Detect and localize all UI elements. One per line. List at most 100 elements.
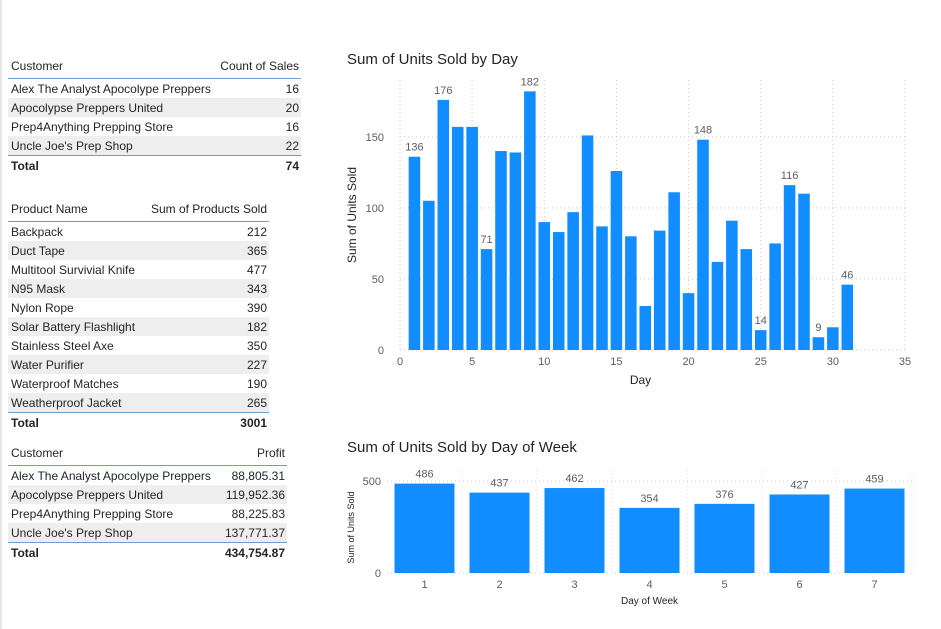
table-cell-value: 137,771.37 [219, 523, 287, 543]
table-cell-value: 190 [246, 376, 267, 391]
bar-day-31[interactable] [841, 284, 854, 350]
table-cell-value: 265 [141, 393, 269, 413]
x-tick-label: 35 [899, 356, 911, 368]
table-cell-value: 227 [141, 355, 269, 374]
data-label: 9 [815, 322, 821, 334]
bar-day-13[interactable] [581, 135, 594, 350]
data-label: 176 [434, 85, 452, 97]
bar-day-16[interactable] [625, 236, 637, 350]
table-row[interactable]: Duct Tape 365 [8, 241, 269, 260]
bar-day-of-week-6[interactable] [769, 494, 830, 573]
bar-day-of-week-4[interactable] [619, 507, 680, 573]
bar-day-6[interactable] [480, 249, 493, 350]
data-label: 71 [480, 234, 492, 246]
bar-day-1[interactable] [408, 156, 421, 350]
table-cell-value: 365 [141, 241, 269, 260]
table-cell-value: 350 [246, 338, 267, 353]
column-header-sum-of-products-sold[interactable]: Sum of Products Sold [141, 197, 269, 222]
table-row[interactable]: Uncle Joe's Prep Shop 137,771.37 [8, 523, 287, 543]
bar-day-of-week-3[interactable] [544, 488, 605, 573]
table-cell-value: 20 [215, 98, 301, 117]
bar-day-25[interactable] [754, 330, 767, 350]
table-cell-label: Water Purifier [8, 355, 142, 374]
canvas-left-border [0, 0, 2, 629]
table-row[interactable]: Nylon Rope 390 [8, 298, 269, 317]
bar-day-28[interactable] [798, 193, 810, 350]
table-cell-label: Duct Tape [8, 241, 142, 260]
data-label: 136 [405, 142, 423, 154]
table-cell-label: Alex The Analyst Apocolype Preppers [11, 81, 211, 96]
x-tick-label: 2 [496, 579, 502, 591]
table-row[interactable]: Apocolypse Preppers United 20 [8, 98, 301, 117]
table-row[interactable]: Stainless Steel Axe 350 [8, 336, 269, 355]
table-cell-label: Stainless Steel Axe [11, 338, 114, 353]
data-label: 462 [565, 473, 583, 485]
column-header-customer[interactable]: Customer [8, 441, 220, 466]
x-tick-label: 25 [755, 356, 767, 368]
table-cell-value: 119,952.36 [219, 485, 287, 504]
table-row[interactable]: N95 Mask 343 [8, 279, 269, 298]
table-cell-label: Nylon Rope [11, 300, 74, 315]
table-row[interactable]: Waterproof Matches 190 [8, 374, 269, 393]
bar-day-5[interactable] [466, 126, 478, 350]
y-tick-label: 0 [378, 345, 384, 357]
bar-day-14[interactable] [596, 226, 608, 350]
x-tick-label: 5 [721, 579, 727, 591]
table-row[interactable]: Weatherproof Jacket 265 [8, 393, 269, 413]
table-cell-label: Multitool Survivial Knife [11, 262, 136, 277]
bar-day-21[interactable] [697, 139, 709, 350]
data-label: 148 [694, 125, 712, 137]
column-header-count-of-sales[interactable]: Count of Sales [215, 54, 301, 79]
x-tick-label: 1 [421, 579, 427, 591]
bar-day-18[interactable] [653, 230, 666, 350]
chart-title-units-by-day-of-week: Sum of Units Sold by Day of Week [347, 439, 577, 456]
data-label: 459 [865, 474, 883, 486]
bar-day-9[interactable] [524, 91, 536, 351]
table-row[interactable]: Prep4Anything Prepping Store 88,225.83 [8, 504, 287, 523]
bar-day-12[interactable] [567, 212, 579, 350]
table-row[interactable]: Backpack 212 [8, 222, 269, 242]
table-row[interactable]: Alex The Analyst Apocolype Preppers 16 [8, 79, 301, 99]
table-row[interactable]: Water Purifier 227 [8, 355, 269, 374]
bar-day-24[interactable] [740, 249, 753, 350]
bar-day-of-week-7[interactable] [844, 488, 905, 573]
bar-day-7[interactable] [495, 151, 507, 350]
bar-day-10[interactable] [538, 222, 551, 350]
bar-day-22[interactable] [711, 261, 724, 350]
column-header-customer[interactable]: Customer [8, 54, 216, 79]
bar-day-17[interactable] [639, 305, 652, 350]
bar-day-of-week-1[interactable] [394, 483, 455, 573]
bar-day-26[interactable] [769, 243, 781, 350]
table-row[interactable]: Uncle Joe's Prep Shop 22 [8, 136, 301, 156]
bar-day-15[interactable] [610, 170, 623, 350]
bar-day-3[interactable] [437, 99, 450, 350]
bar-day-of-week-5[interactable] [694, 503, 755, 573]
bar-day-4[interactable] [451, 126, 464, 350]
table-row[interactable]: Alex The Analyst Apocolype Preppers 88,80… [8, 466, 287, 486]
bar-day-20[interactable] [682, 293, 695, 350]
table-row[interactable]: Apocolypse Preppers United 119,952.36 [8, 485, 287, 504]
bar-day-2[interactable] [423, 200, 435, 350]
bar-day-23[interactable] [726, 220, 738, 350]
column-header-profit[interactable]: Profit [219, 441, 287, 466]
bar-day-8[interactable] [509, 152, 522, 350]
table-cell-label: Prep4Anything Prepping Store [11, 506, 174, 521]
data-label: 182 [521, 76, 539, 88]
bar-day-30[interactable] [827, 327, 839, 350]
x-tick-label: 3 [571, 579, 577, 591]
data-label: 427 [790, 479, 808, 491]
data-label: 116 [781, 170, 799, 182]
bar-day-of-week-2[interactable] [469, 492, 530, 573]
chart-units-by-day: 0 50 100 150 0 5 10 15 20 25 30 35 136 176 71 182 148 14 1… [345, 76, 911, 387]
column-header-product-name[interactable]: Product Name [8, 197, 142, 222]
bar-day-11[interactable] [552, 232, 565, 350]
table-row[interactable]: Solar Battery Flashlight 182 [8, 317, 269, 336]
data-label: 486 [415, 469, 433, 481]
table-row[interactable]: Multitool Survivial Knife 477 [8, 260, 269, 279]
table-row[interactable]: Prep4Anything Prepping Store 16 [8, 117, 301, 136]
x-tick-label: 10 [538, 356, 550, 368]
bar-day-19[interactable] [668, 192, 680, 350]
data-label: 46 [841, 270, 853, 282]
bar-day-29[interactable] [812, 337, 825, 350]
bar-day-27[interactable] [783, 185, 796, 350]
